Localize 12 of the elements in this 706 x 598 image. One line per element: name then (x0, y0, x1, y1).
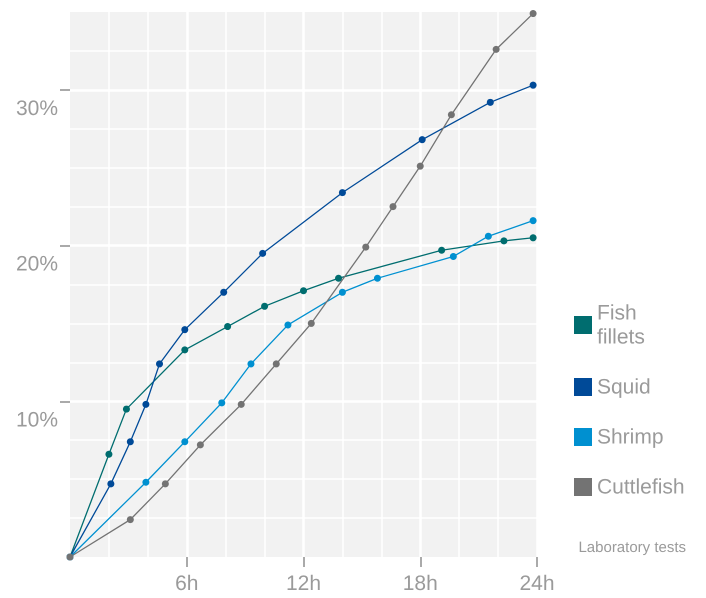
x-tick-label: 24h (519, 572, 555, 595)
legend-label: Cuttlefish (597, 476, 685, 498)
y-tick-label: 10% (16, 408, 58, 432)
x-tick-label: 12h (286, 572, 322, 595)
y-tick-label: 30% (16, 96, 58, 120)
legend-label: Shrimp (597, 426, 664, 448)
text: Laboratory tests (578, 539, 686, 556)
x-tick-label: 6h (175, 572, 198, 595)
y-tick-label: 20% (16, 252, 58, 276)
legend-label: Fish fillets (597, 302, 645, 348)
legend-label: Squid (597, 376, 651, 398)
x-tick-label: 18h (402, 572, 438, 595)
